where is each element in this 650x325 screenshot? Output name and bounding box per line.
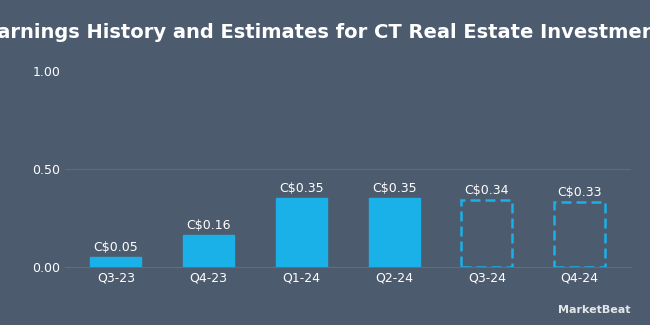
Text: C$0.33: C$0.33 [557,186,602,199]
Text: Earnings History and Estimates for CT Real Estate Investment: Earnings History and Estimates for CT Re… [0,23,650,42]
Text: C$0.35: C$0.35 [372,182,417,195]
Text: MarketBeat: MarketBeat [558,305,630,315]
Bar [369,198,420,266]
Text: C$0.34: C$0.34 [465,184,509,197]
Bar [183,235,234,266]
Text: C$0.16: C$0.16 [187,219,231,232]
Bar [90,257,142,266]
Text: C$0.05: C$0.05 [94,241,138,254]
Bar [276,198,327,266]
Text: C$0.35: C$0.35 [279,182,324,195]
